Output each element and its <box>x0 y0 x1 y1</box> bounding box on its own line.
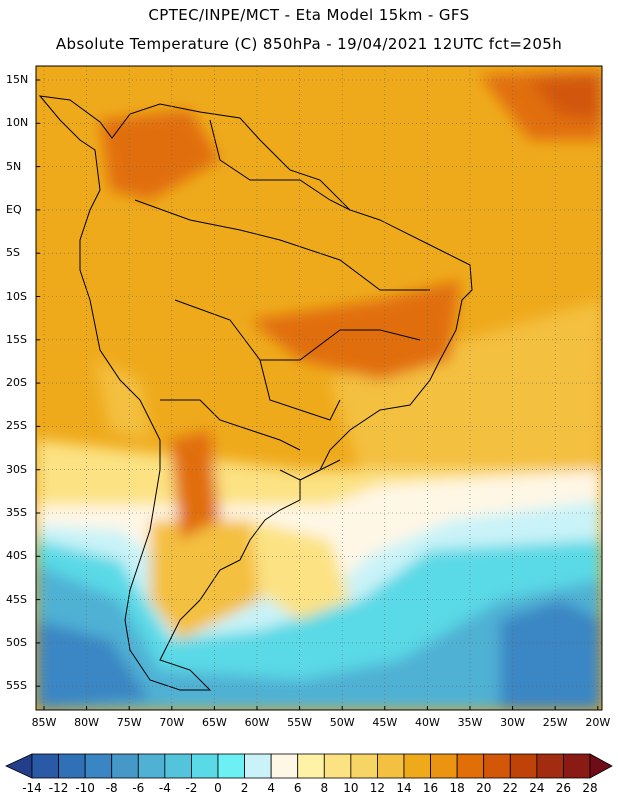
lat-label: 55S <box>6 679 27 693</box>
colorbar-label: 6 <box>293 781 302 795</box>
colorbar-swatch <box>536 753 564 779</box>
colorbar-swatch <box>84 753 113 779</box>
map-frame <box>35 65 603 711</box>
gridlines <box>36 66 602 710</box>
colorbar-swatch <box>563 753 591 779</box>
colorbar-label: -12 <box>48 781 69 795</box>
colorbar-label: 2 <box>240 781 249 795</box>
field-blue-south <box>36 620 150 710</box>
colorbar-label: 18 <box>449 781 465 795</box>
field-orange-chaco <box>170 430 220 540</box>
colorbar-label: -8 <box>105 781 118 795</box>
colorbar-label: 8 <box>320 781 329 795</box>
colorbar-label: 26 <box>555 781 572 795</box>
colorbar-swatch <box>111 753 139 779</box>
colorbar-label: 16 <box>422 781 439 795</box>
lon-label: 50W <box>329 716 355 729</box>
lon-label: 65W <box>201 716 227 729</box>
field-yellow-patagonia <box>150 520 260 640</box>
lat-label: 10N <box>6 116 29 130</box>
colorbar-swatch <box>31 753 59 779</box>
lon-label: 60W <box>244 716 270 729</box>
field-orange-colombia <box>100 110 220 200</box>
lat-label: 15S <box>6 332 27 346</box>
field-blue-southeast <box>500 600 602 710</box>
lat-label: 35S <box>6 506 27 519</box>
colorbar-label: 20 <box>476 781 492 795</box>
colorbar-label: 14 <box>396 781 412 795</box>
lat-label: 25S <box>6 419 27 433</box>
colorbar-label: -14 <box>22 781 42 795</box>
colorbar-label: -4 <box>158 781 171 795</box>
colorbar-max-triangle <box>589 753 613 779</box>
lon-label: 25W <box>542 716 568 729</box>
colorbar-swatch <box>483 753 511 779</box>
colorbar-label: 0 <box>214 781 222 795</box>
colorbar-swatch <box>217 753 245 779</box>
lon-label: 20W <box>585 716 611 729</box>
colorbar-swatch <box>137 753 166 779</box>
lon-label: 85W <box>31 716 57 729</box>
colorbar-label: 12 <box>369 781 386 795</box>
lat-label: EQ <box>6 202 22 216</box>
lon-label: 55W <box>287 716 313 729</box>
colorbar-swatch <box>456 753 485 779</box>
colorbar-label: -10 <box>75 781 95 795</box>
colorbar-label: 10 <box>343 781 359 795</box>
colorbar-label: 28 <box>582 781 598 795</box>
colorbar-min-triangle <box>5 753 33 779</box>
field-hot-atlantic <box>530 75 602 120</box>
colorbar-swatch <box>323 753 352 779</box>
chart-title-line1: CPTEC/INPE/MCT - Eta Model 15km - GFS <box>148 6 470 24</box>
lon-label: 70W <box>159 716 185 729</box>
colorbar-swatch <box>297 753 325 779</box>
lon-label: 35W <box>457 716 483 729</box>
lat-label: 5S <box>6 246 20 260</box>
colorbar-label: -6 <box>132 781 145 795</box>
lat-label: 20S <box>6 376 27 390</box>
colorbar-label: 4 <box>267 781 275 795</box>
lon-label: 80W <box>74 716 100 729</box>
colorbar-swatch <box>270 753 299 779</box>
field-pale-argentina <box>240 520 350 620</box>
chart-title-line2: Absolute Temperature (C) 850hPa - 19/04/… <box>55 35 563 53</box>
lon-label: 30W <box>500 716 526 729</box>
colorbar-label: -2 <box>185 781 198 795</box>
field-yellow-east <box>330 300 602 470</box>
lat-label: 30S <box>6 462 27 476</box>
colorbar-swatch <box>403 753 431 779</box>
lat-label: 40S <box>6 549 27 563</box>
lat-label: 15N <box>6 73 29 86</box>
lat-label: 10S <box>6 289 27 303</box>
coastline-borders <box>38 95 473 691</box>
lat-label: 5N <box>6 159 22 173</box>
colorbar-swatch <box>509 753 538 779</box>
colorbar-swatch <box>377 753 405 779</box>
axis-ticks <box>36 79 599 710</box>
lon-label: 45W <box>372 716 398 729</box>
colorbar-swatch <box>191 753 219 779</box>
lon-label: 40W <box>414 716 440 729</box>
temperature-field <box>36 66 602 710</box>
colorbar-label: 24 <box>529 781 545 795</box>
colorbar-label: 22 <box>502 781 518 795</box>
colorbar-swatch <box>244 753 272 779</box>
lat-label: 45S <box>6 592 27 606</box>
field-yellow-andes <box>95 360 150 440</box>
lat-label: 50S <box>6 635 27 649</box>
colorbar-swatch <box>350 753 378 779</box>
colorbar-swatch <box>58 753 86 779</box>
colorbar-swatch <box>430 753 458 779</box>
colorbar-swatch <box>164 753 192 779</box>
lon-label: 75W <box>116 716 142 729</box>
field-teal-south <box>36 565 602 710</box>
